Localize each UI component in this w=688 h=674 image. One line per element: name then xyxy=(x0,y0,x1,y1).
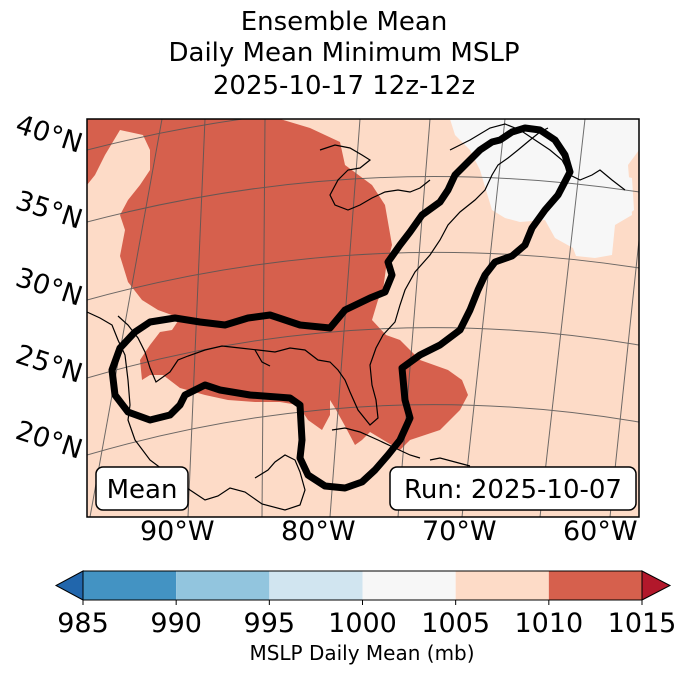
colorbar-bins xyxy=(83,571,642,600)
chart-title-line-3: 2025-10-17 12z-12z xyxy=(212,71,476,101)
colorbar-label: MSLP Daily Mean (mb) xyxy=(249,641,474,665)
lon-label-90: 90°W xyxy=(140,516,215,547)
colorbar-tick-label-985: 985 xyxy=(57,608,109,639)
chart-title-line-1: Ensemble Mean xyxy=(240,7,448,37)
coastline-mexico xyxy=(87,311,306,511)
graticule-lon-80 xyxy=(329,119,361,517)
colorbar-tick-label-995: 995 xyxy=(244,608,296,639)
lat-label-30: 30°N xyxy=(12,262,86,313)
lat-label-35: 35°N xyxy=(12,185,86,236)
colorbar-bin-990-995 xyxy=(176,571,270,600)
colorbar-bin-1010-1015 xyxy=(548,571,642,600)
graticule-lon-70 xyxy=(461,119,506,517)
graticule-lon-65 xyxy=(539,119,586,517)
colorbar-tick-label-1000: 1000 xyxy=(328,608,397,639)
field-1000-1005 xyxy=(450,119,639,258)
lon-label-60: 60°W xyxy=(563,516,638,547)
lat-label-25: 25°N xyxy=(12,339,86,390)
mean-annotation-box xyxy=(95,466,189,511)
colorbar-under-arrow xyxy=(54,570,84,601)
graticule-lon-95 xyxy=(89,119,163,517)
coastline-canada xyxy=(449,123,626,191)
coastline-hispaniola xyxy=(429,457,471,467)
mean-annotation-text: Mean xyxy=(107,475,178,505)
colorbar-bin-985-990 xyxy=(83,571,177,600)
coastline-mississippi-delta xyxy=(254,349,271,367)
colorbar-ticks: 985 990 995 1000 1005 1010 1015 xyxy=(57,600,676,639)
run-annotation-box xyxy=(389,466,637,511)
graticule-lon-75 xyxy=(397,119,431,517)
colorbar-tick-label-990: 990 xyxy=(150,608,202,639)
graticule-lat-30 xyxy=(87,251,639,301)
run-annotation: Run: 2025-10-07 xyxy=(389,466,637,511)
field-1010-1015 xyxy=(87,119,468,450)
colorbar: 985 990 995 1000 1005 1010 1015 MSLP Daily Mea… xyxy=(54,570,676,665)
ensemble-contour xyxy=(108,124,574,492)
mean-annotation: Mean xyxy=(95,466,189,511)
lat-label-40: 40°N xyxy=(12,109,86,160)
lon-label-70: 70°W xyxy=(422,516,497,547)
lat-label-20: 20°N xyxy=(12,415,86,466)
colorbar-over-arrow xyxy=(641,570,672,601)
graticule-lat-40 xyxy=(87,119,246,151)
map-area xyxy=(87,119,639,517)
coastline-cuba xyxy=(331,427,421,459)
colorbar-bin-1000-1005 xyxy=(362,571,456,600)
colorbar-bin-1005-1010 xyxy=(455,571,549,600)
coastline-gulf-us xyxy=(117,127,549,426)
colorbar-bin-995-1000 xyxy=(269,571,363,600)
coastlines xyxy=(87,123,626,511)
lon-label-80: 80°W xyxy=(281,516,356,547)
colorbar-tick-label-1010: 1010 xyxy=(514,608,583,639)
coastline-great-lakes xyxy=(319,144,431,211)
run-annotation-text: Run: 2025-10-07 xyxy=(404,475,622,505)
map-frame xyxy=(86,118,640,518)
graticule-lat-25 xyxy=(87,327,639,379)
chart-title-line-2: Daily Mean Minimum MSLP xyxy=(168,38,520,68)
graticule-lat-20 xyxy=(87,404,639,456)
colorbar-tick-label-1005: 1005 xyxy=(421,608,490,639)
field-1000-1005-east xyxy=(600,170,634,220)
colorbar-tick-label-1015: 1015 xyxy=(608,608,677,639)
